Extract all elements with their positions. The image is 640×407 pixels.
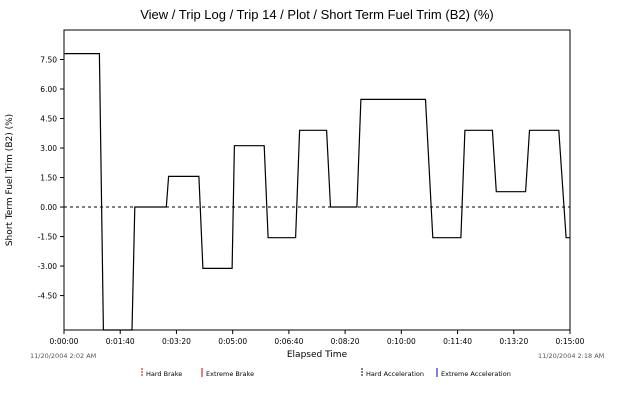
y-tick-label: 7.50: [40, 56, 57, 65]
x-tick-label: 0:01:40: [106, 337, 135, 346]
x-axis-label: Elapsed Time: [287, 350, 348, 360]
x-tick-label: 0:15:00: [556, 337, 585, 346]
series-line: [64, 52, 570, 331]
y-tick-label: -1.50: [38, 233, 58, 242]
legend-item: Extreme Acceleration: [436, 368, 511, 378]
plot-area: [63, 29, 571, 331]
legend-item: Hard Brake: [141, 368, 182, 378]
legend-label: Hard Acceleration: [366, 370, 424, 378]
legend-label: Extreme Brake: [206, 370, 254, 378]
y-tick-label: 3.00: [40, 144, 57, 153]
legend-label: Extreme Acceleration: [441, 370, 511, 378]
legend-label: Hard Brake: [146, 370, 182, 378]
x-tick-label: 0:05:00: [218, 337, 247, 346]
y-tick-label: 1.50: [40, 174, 57, 183]
x-tick-label: 0:00:00: [50, 337, 79, 346]
y-tick-label: 6.00: [40, 85, 57, 94]
y-tick-label: 0.00: [40, 203, 57, 212]
legend: Hard Brake Extreme Brake Hard Acceleration…: [141, 368, 511, 378]
chart-title: View / Trip Log / Trip 14 / Plot / Short…: [140, 7, 494, 22]
x-tick-label: 0:06:40: [274, 337, 303, 346]
y-tick-label: 4.50: [40, 115, 57, 124]
legend-item: Hard Acceleration: [361, 368, 424, 378]
end-timestamp: 11/20/2004 2:18 AM: [538, 352, 604, 360]
y-axis: 7.50 6.00 4.50 3.00 1.50 0.00 -1.50 -3.00 -4.50: [38, 56, 64, 301]
x-tick-label: 0:03:20: [162, 337, 191, 346]
y-tick-label: -4.50: [38, 292, 58, 301]
start-timestamp: 11/20/2004 2:02 AM: [30, 352, 96, 360]
legend-item: Extreme Brake: [201, 368, 254, 378]
x-axis: 0:00:00 0:01:40 0:03:20 0:05:00 0:06:40 0:08:…: [50, 330, 585, 346]
x-tick-label: 0:11:40: [443, 337, 472, 346]
x-tick-label: 0:13:20: [499, 337, 528, 346]
x-tick-label: 0:10:00: [387, 337, 416, 346]
x-tick-label: 0:08:20: [331, 337, 360, 346]
y-tick-label: -3.00: [38, 262, 58, 271]
y-axis-label: Short Term Fuel Trim (B2) (%): [5, 114, 15, 246]
